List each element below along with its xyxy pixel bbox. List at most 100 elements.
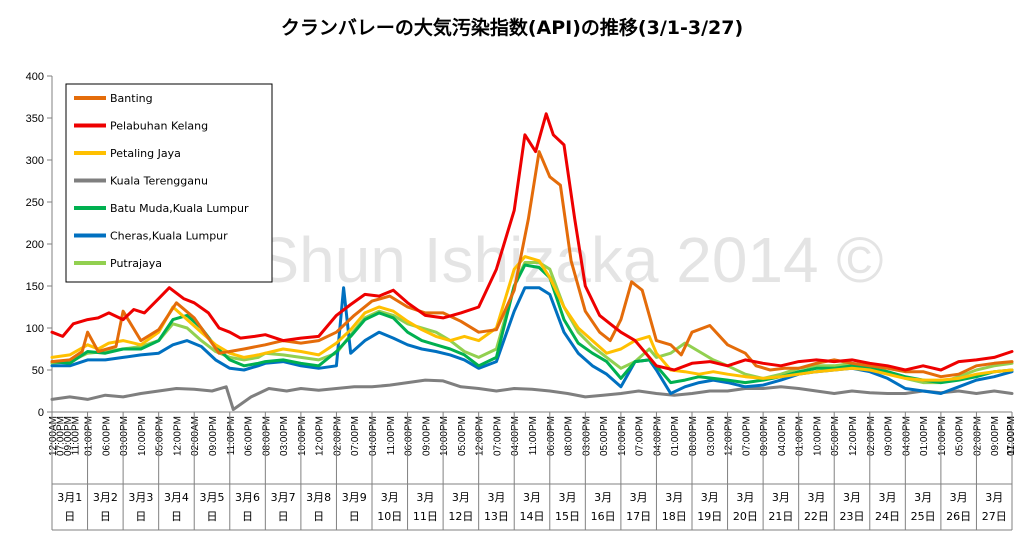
x-time-label: 06:00PM	[244, 416, 255, 456]
legend-entry: Pelabuhan Kelang	[110, 120, 208, 133]
day-label-day: 18日	[662, 510, 687, 523]
day-label-day: 15日	[555, 510, 580, 523]
y-axis: 0 50 100 150 200 250 300 350 400	[26, 71, 53, 419]
x-time-label: 07:00PM	[350, 416, 361, 456]
day-label-day: 22日	[804, 510, 829, 523]
x-time-label: 05:00PM	[955, 416, 966, 456]
x-time-label: 12:00PM	[315, 416, 326, 456]
x-time-label: 09:00PM	[884, 416, 895, 456]
x-time-label: 05:00PM	[599, 416, 610, 456]
x-time-label: 10:00PM	[137, 416, 148, 456]
day-label-day: 日	[207, 510, 218, 523]
x-time-label: 01:00PM	[919, 416, 930, 456]
x-time-label: 10:00PM	[812, 416, 823, 456]
x-time-label: 12:00AM	[48, 416, 59, 456]
x-time-label: 03:00PM	[706, 416, 717, 456]
day-label-day: 日	[64, 510, 75, 523]
x-time-label: 01:00PM	[670, 416, 681, 456]
x-time-label: 03:00PM	[279, 416, 290, 456]
day-label-month: 3月4	[164, 491, 189, 504]
x-time-label: 03:00PM	[119, 416, 130, 456]
day-label-day: 13日	[484, 510, 509, 523]
day-label-day: 16日	[591, 510, 616, 523]
day-label-month: 3月	[665, 491, 683, 504]
legend-entry: Cheras,Kuala Lumpur	[110, 230, 228, 243]
x-time-label: 10:00PM	[937, 416, 948, 456]
x-time-label: 02:00AM	[190, 416, 201, 456]
day-label-month: 3月	[914, 491, 932, 504]
x-time-label: 09:00PM	[759, 416, 770, 456]
y-tick-label: 100	[26, 323, 44, 335]
y-tick-label: 250	[26, 197, 44, 209]
day-label-month: 3月3	[128, 491, 153, 504]
x-time-label: 07:00PM	[635, 416, 646, 456]
series-line-pelabuhan-kelang	[50, 112, 1014, 372]
series-line-kuala-terengganu	[50, 378, 1014, 411]
y-tick-label: 150	[26, 281, 44, 293]
day-label-month: 3月	[630, 491, 648, 504]
day-label-day: 26日	[946, 510, 971, 523]
day-label-month: 3月	[950, 491, 968, 504]
day-label-day: 24日	[875, 510, 900, 523]
x-time-label: 11:00PM	[70, 416, 81, 455]
y-tick-label: 0	[38, 407, 44, 419]
chart-title: クランバレーの大気汚染指数(API)の推移(3/1-3/27)	[281, 16, 743, 39]
day-label-month: 3月2	[93, 491, 118, 504]
x-time-label: 08:00PM	[688, 416, 699, 456]
day-label-month: 3月8	[306, 491, 331, 504]
day-label-day: 日	[100, 510, 111, 523]
x-time-label: 09:00PM	[208, 416, 219, 456]
x-time-label: 11:00PM	[226, 416, 237, 455]
x-time-label: 05:00PM	[155, 416, 166, 456]
series-lines	[50, 112, 1014, 411]
day-label-month: 3月6	[235, 491, 260, 504]
day-label-day: 日	[278, 510, 289, 523]
x-time-label: 11:00PM	[528, 416, 539, 455]
day-label-month: 3月	[594, 491, 612, 504]
day-label-day: 11日	[413, 510, 438, 523]
day-label-day: 25日	[911, 510, 936, 523]
day-label-month: 3月	[487, 491, 505, 504]
day-label-month: 3月	[381, 491, 399, 504]
day-label-month: 3月	[843, 491, 861, 504]
x-time-label: 05:00PM	[830, 416, 841, 456]
day-label-day: 日	[313, 510, 324, 523]
day-label-day: 日	[242, 510, 253, 523]
x-time-label: 11:00PM	[386, 416, 397, 455]
legend-entry: Petaling Jaya	[110, 147, 181, 160]
x-time-label: 08:00PM	[261, 416, 272, 456]
legend-entry: Putrajaya	[110, 257, 162, 270]
x-time-label: 10:00PM	[617, 416, 628, 456]
x-time-label: 10:00PM	[297, 416, 308, 456]
day-label-month: 3月1	[57, 491, 82, 504]
x-time-label: 06:00PM	[546, 416, 557, 456]
legend-entry: Kuala Terengganu	[110, 175, 208, 188]
day-label-month: 3月	[807, 491, 825, 504]
day-label-month: 3月	[879, 491, 897, 504]
x-time-label: 04:00PM	[652, 416, 663, 456]
day-label-month: 3月	[452, 491, 470, 504]
day-label-month: 3月	[523, 491, 541, 504]
y-tick-label: 400	[26, 71, 44, 83]
x-time-label: 03:00PM	[581, 416, 592, 456]
x-time-label: 12:00PM	[475, 416, 486, 456]
x-time-label: 04:00PM	[368, 416, 379, 456]
day-label-day: 23日	[840, 510, 865, 523]
x-time-label: 04:00PM	[901, 416, 912, 456]
legend-entry: Banting	[110, 92, 153, 105]
day-label-day: 27日	[982, 510, 1007, 523]
x-time-label: 12:00PM	[724, 416, 735, 456]
legend: Banting Pelabuhan Kelang Petaling Jaya Kual…	[65, 83, 273, 283]
y-tick-label: 200	[26, 239, 44, 251]
day-label-day: 日	[135, 510, 146, 523]
x-time-label: 02:00PM	[332, 416, 343, 456]
day-label-month: 3月	[772, 491, 790, 504]
x-time-label: 09:00PM	[990, 416, 1001, 456]
x-time-label: 07:00PM	[55, 416, 66, 456]
x-time-label: 07:00PM	[492, 416, 503, 456]
x-time-label: 10:00PM	[439, 416, 450, 456]
day-label-day: 17日	[626, 510, 651, 523]
day-label-day: 14日	[520, 510, 545, 523]
